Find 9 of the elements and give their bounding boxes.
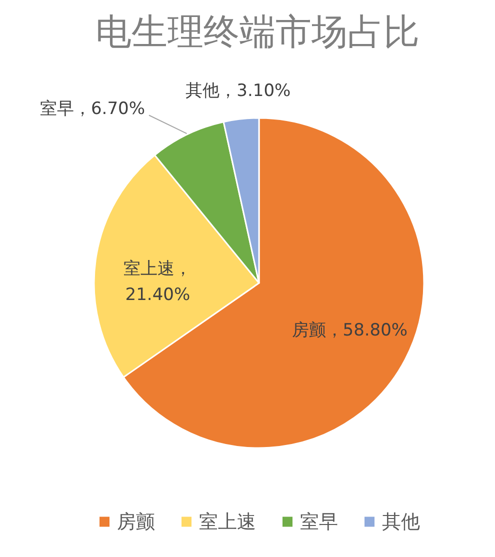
data-label: 室早，6.70% — [40, 99, 145, 120]
data-label: 室上速，21.40% — [124, 258, 192, 305]
legend-label: 房颤 — [117, 510, 155, 533]
data-label: 房颤，58.80% — [292, 320, 408, 340]
legend-label: 室上速 — [199, 510, 256, 533]
legend-label: 其他 — [382, 510, 420, 533]
chart-title: 电生理终端市场占比 — [96, 12, 420, 53]
data-label: 其他，3.10% — [186, 81, 291, 102]
legend-label: 室早 — [300, 510, 338, 533]
